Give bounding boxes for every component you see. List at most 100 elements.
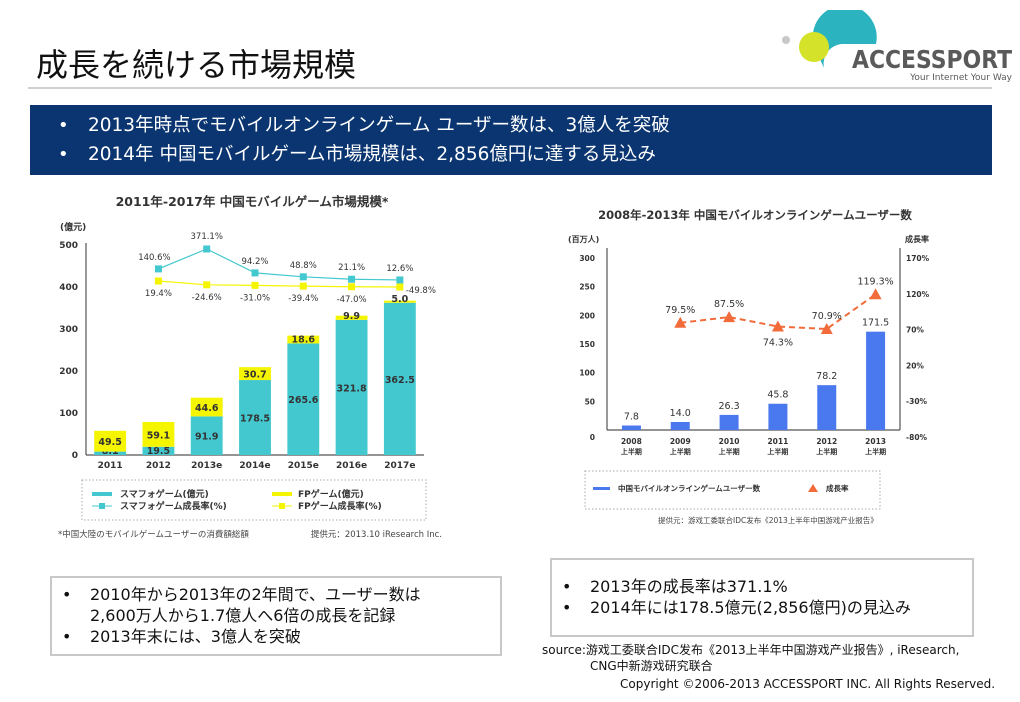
y2-tick-label: 170% — [906, 254, 930, 263]
bar-label-smartphone: 178.5 — [240, 414, 270, 425]
growth-marker-fp — [251, 281, 259, 289]
bar-fp — [383, 300, 416, 303]
growth-marker-smartphone — [251, 269, 259, 277]
y-tick-label: 0 — [590, 433, 595, 442]
bar-users — [621, 425, 641, 430]
bar-users — [866, 331, 886, 430]
y-tick-label: 100 — [579, 369, 595, 378]
bar-smartphone — [383, 302, 416, 455]
y-tick-label: 0 — [72, 451, 78, 461]
x-tick-label: 2008 — [621, 437, 642, 446]
market-size-chart: 2011年-2017年 中国モバイルゲーム市場規模* (億元) 0 100 200 3… — [58, 194, 442, 540]
bar-users — [719, 414, 739, 430]
bar-fp — [335, 315, 368, 320]
y-tick-label: 100 — [59, 409, 78, 419]
legend-box — [81, 479, 427, 521]
growth-marker — [820, 322, 833, 334]
growth-marker-fp — [348, 283, 356, 291]
x-tick-sublabel: 上半期 — [816, 447, 837, 456]
note-text: 2010年から2013年の2年間で、ユーザー数は — [90, 585, 421, 604]
banner-bullet: 2013年時点でモバイルオンラインゲーム ユーザー数は、3億人を突破 — [58, 111, 992, 140]
bar-users — [670, 421, 690, 430]
x-tick-label: 2012 — [816, 437, 837, 446]
copyright: Copyright ©2006-2013 ACCESSPORT INC. All… — [620, 677, 996, 691]
bar-label-users: 78.2 — [816, 371, 837, 382]
banner-bullet: 2014年 中国モバイルゲーム市場規模は、2,856億円に達する見込み — [58, 140, 992, 169]
growth-marker — [723, 311, 736, 323]
bar-users — [768, 403, 788, 430]
legend-marker-fp-growth — [279, 503, 285, 509]
y2-tick-label: 120% — [906, 290, 930, 299]
bullet: • — [62, 585, 72, 604]
growth-marker — [771, 320, 784, 332]
growth-label-fp: -47.0% — [337, 295, 367, 305]
growth-label-fp: -24.6% — [192, 293, 222, 303]
legend-marker-smartphone-growth — [99, 503, 105, 509]
chart-title: 2008年-2013年 中国モバイルオンラインゲームユーザー数 — [598, 208, 912, 222]
growth-label-smartphone: 48.8% — [290, 261, 317, 271]
bar-label-smartphone: 19.5 — [147, 446, 170, 457]
bar-label-fp: 30.7 — [243, 370, 266, 381]
note-text: 2013年の成長率は371.1% — [590, 577, 788, 596]
growth-label-smartphone: 21.1% — [338, 263, 365, 273]
growth-marker-smartphone — [299, 273, 307, 281]
y-tick-label: 400 — [59, 283, 78, 293]
legend-box — [584, 470, 881, 510]
y-tick-label: 50 — [585, 397, 595, 406]
bullet: • — [562, 577, 572, 596]
bullet: • — [562, 598, 572, 617]
note-item-continuation: 2,600万人から1.7億人へ6倍の成長を記録 — [90, 605, 500, 626]
source-citation: source:游戏工委联合IDC发布《2013上半年中国游戏产业报告》, iRe… — [542, 642, 959, 674]
bar-label-users: 7.8 — [624, 412, 639, 423]
logo-gray-dot — [782, 36, 790, 44]
growth-marker-fp — [203, 281, 211, 289]
y-axis-label: (百万人) — [568, 234, 599, 244]
note-text: 2014年には178.5億元(2,856億円)の見込み — [590, 598, 911, 617]
legend-swatch-smartphone — [92, 492, 112, 496]
y2-tick-label: 20% — [906, 361, 924, 370]
growth-label: 74.3% — [763, 338, 793, 349]
note-item: • 2014年には178.5億元(2,856億円)の見込み — [562, 597, 972, 618]
bar-label-fp: 18.6 — [292, 334, 316, 345]
x-tick-label: 2017e — [384, 461, 415, 471]
x-tick-label: 2009 — [670, 437, 691, 446]
legend-label-users: 中国モバイルオンラインゲームユーザー数 — [618, 483, 761, 493]
bar-label-fp: 9.9 — [343, 311, 360, 322]
bar-label-smartphone: 321.8 — [337, 383, 367, 394]
bar-smartphone — [287, 343, 320, 455]
y2-axis-label: 成長率 — [905, 234, 929, 244]
bar-label-fp: 49.5 — [98, 437, 121, 448]
growth-label-smartphone: 140.6% — [138, 253, 170, 263]
growth-marker-smartphone — [154, 265, 162, 273]
y2-tick-label: -30% — [906, 397, 928, 406]
bar-label-smartphone: 265.6 — [288, 395, 318, 406]
chart-title: 2011年-2017年 中国モバイルゲーム市場規模* — [116, 194, 389, 209]
x-tick-sublabel: 上半期 — [621, 447, 642, 456]
bar-fp — [239, 367, 271, 381]
x-tick-label: 2015e — [288, 461, 319, 471]
logo-lime-circle — [799, 32, 829, 62]
source-line: CNG中新游戏研究联合 — [590, 659, 713, 673]
logo-teal-shape — [812, 10, 877, 68]
legend-label-smartphone-growth: スマフォゲーム成長率(%) — [120, 500, 227, 512]
note-item: • 2010年から2013年の2年間で、ユーザー数は — [62, 584, 500, 605]
legend-label-smartphone: スマフォゲーム(億元) — [120, 488, 209, 500]
x-tick-label: 2010 — [719, 437, 740, 446]
bar-fp — [190, 397, 223, 417]
x-tick-label: 2011 — [98, 461, 123, 471]
note-item: • 2013年の成長率は371.1% — [562, 576, 972, 597]
chart-footnote: *中国大陸のモバイルゲームユーザーの消費額総額 — [58, 529, 249, 540]
growth-marker-smartphone — [348, 275, 356, 283]
bar-label-users: 26.3 — [719, 401, 740, 412]
x-tick-sublabel: 上半期 — [719, 447, 740, 456]
growth-marker-smartphone — [396, 276, 404, 284]
x-tick-label: 2013e — [191, 461, 222, 471]
legend-swatch-users — [593, 487, 610, 490]
bar-label-users: 14.0 — [670, 408, 691, 419]
chart-source: 提供元：游戏工委联合IDC发布《2013上半年中国游戏产业报告》 — [658, 515, 878, 525]
y-tick-label: 300 — [59, 325, 78, 335]
growth-label-fp: -39.4% — [288, 294, 318, 304]
legend-label-fp-growth: FPゲーム成長率(%) — [298, 500, 382, 512]
x-tick-label: 2014e — [239, 461, 270, 471]
y-tick-label: 500 — [59, 241, 78, 251]
